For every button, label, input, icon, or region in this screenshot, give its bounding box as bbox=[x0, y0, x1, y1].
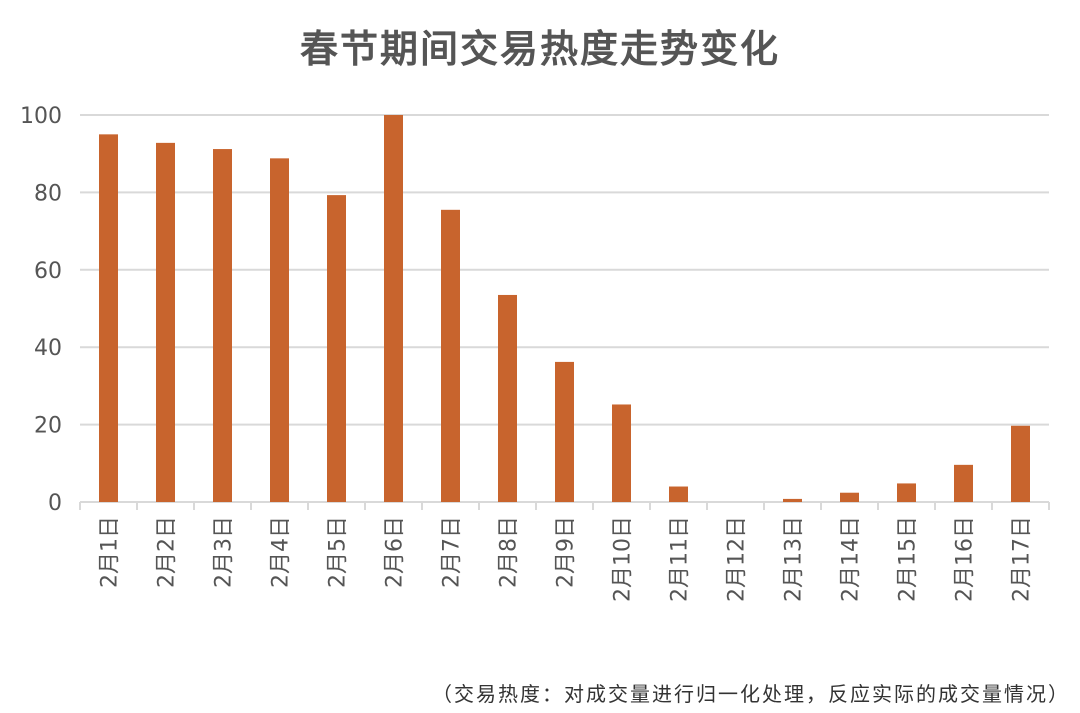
bar bbox=[897, 483, 916, 502]
x-tick-label: 2月17日 bbox=[1010, 516, 1035, 602]
bar bbox=[669, 486, 688, 502]
x-tick-label: 2月10日 bbox=[611, 516, 636, 602]
bar bbox=[498, 294, 517, 502]
bar bbox=[99, 134, 118, 502]
y-tick-label: 40 bbox=[34, 336, 62, 361]
bar bbox=[1011, 425, 1030, 502]
x-tick-label: 2月2日 bbox=[155, 516, 180, 588]
x-tick-label: 2月4日 bbox=[269, 516, 294, 588]
bar bbox=[954, 464, 973, 502]
bar bbox=[327, 195, 346, 502]
bar bbox=[156, 142, 175, 502]
y-tick-label: 20 bbox=[34, 414, 62, 439]
chart-footnote: （交易热度：对成交量进行归一化处理，反应实际的成交量情况） bbox=[432, 682, 1070, 706]
bar bbox=[441, 209, 460, 502]
bar bbox=[612, 404, 631, 502]
bar bbox=[840, 492, 859, 502]
x-tick-label: 2月1日 bbox=[98, 516, 123, 588]
bar bbox=[384, 115, 403, 502]
x-tick-label: 2月3日 bbox=[212, 516, 237, 588]
x-tick-label: 2月14日 bbox=[839, 516, 864, 602]
x-tick-label: 2月13日 bbox=[782, 516, 807, 602]
y-tick-label: 80 bbox=[34, 181, 62, 206]
y-tick-label: 100 bbox=[20, 104, 62, 129]
x-tick-label: 2月15日 bbox=[896, 516, 921, 602]
chart-title: 春节期间交易热度走势变化 bbox=[299, 27, 780, 71]
y-tick-label: 0 bbox=[48, 491, 62, 516]
bar bbox=[783, 498, 802, 502]
x-tick-label: 2月9日 bbox=[554, 516, 579, 588]
x-tick-label: 2月16日 bbox=[953, 516, 978, 602]
bar bbox=[270, 158, 289, 502]
x-tick-label: 2月7日 bbox=[440, 516, 465, 588]
bar bbox=[213, 149, 232, 502]
x-tick-label: 2月5日 bbox=[326, 516, 351, 588]
y-tick-label: 60 bbox=[34, 259, 62, 284]
x-tick-label: 2月6日 bbox=[383, 516, 408, 588]
x-tick-label: 2月11日 bbox=[668, 516, 693, 602]
x-tick-label: 2月8日 bbox=[497, 516, 522, 588]
x-tick-label: 2月12日 bbox=[725, 516, 750, 602]
bar bbox=[555, 361, 574, 502]
